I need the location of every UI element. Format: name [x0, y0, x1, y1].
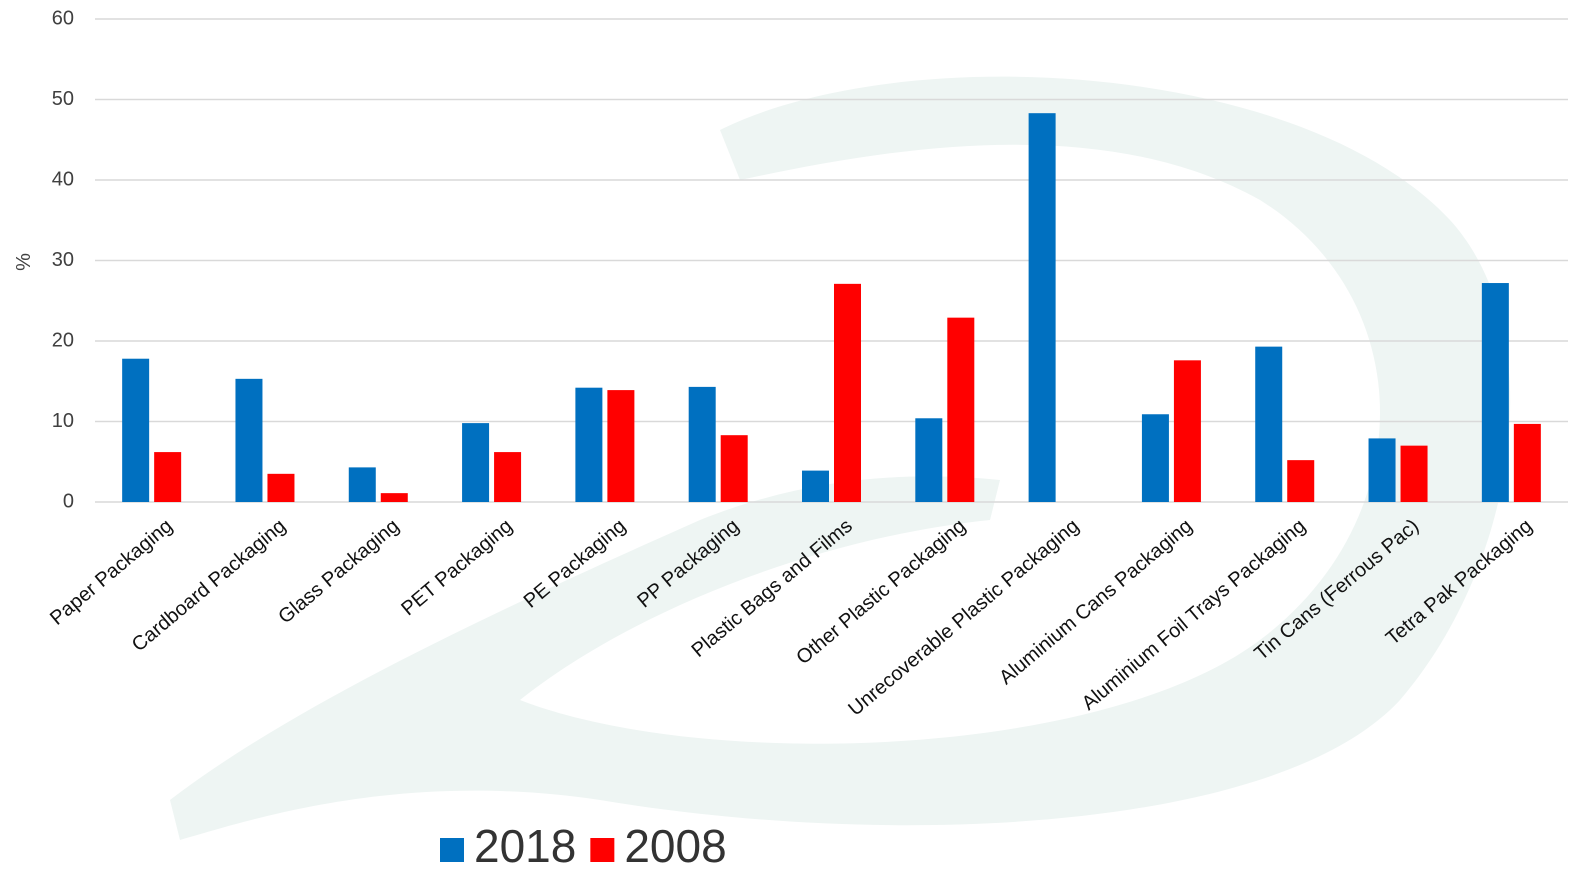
bar: [1173, 360, 1201, 502]
bar: [720, 435, 748, 502]
bar: [1368, 438, 1396, 502]
bar: [1400, 445, 1428, 502]
y-tick-label: 0: [63, 490, 74, 512]
y-axis-label: %: [13, 253, 35, 271]
bar: [380, 493, 408, 502]
bar: [348, 467, 376, 502]
bar: [1141, 414, 1169, 502]
bar: [688, 386, 716, 502]
bar: [802, 470, 829, 502]
y-tick-label: 20: [52, 329, 74, 351]
y-tick-label: 50: [52, 88, 74, 110]
y-tick-label: 60: [52, 7, 74, 29]
y-tick-label: 30: [52, 249, 74, 271]
bar: [575, 387, 603, 502]
bar: [267, 473, 295, 502]
y-tick-label: 10: [52, 410, 74, 432]
legend-swatch: [440, 838, 464, 862]
legend-label: 2018: [474, 820, 576, 872]
legend-label: 2008: [624, 820, 726, 872]
bar: [462, 423, 490, 502]
bar: [1255, 346, 1283, 502]
x-tick-label: Aluminium Cans Packaging: [995, 515, 1196, 689]
legend-swatch: [590, 838, 615, 862]
bar: [834, 283, 861, 502]
bar: [235, 378, 263, 502]
watermark: [170, 76, 1511, 841]
bar: [947, 317, 975, 502]
bar: [1513, 423, 1541, 502]
bar: [607, 390, 635, 502]
bar: [1287, 460, 1315, 502]
x-tick-label: PET Packaging: [397, 515, 516, 620]
bar: [1028, 113, 1056, 502]
bar: [1481, 283, 1509, 502]
x-tick-label: Paper Packaging: [46, 515, 177, 630]
bar: [122, 358, 150, 502]
bar: [154, 452, 182, 502]
bar: [915, 418, 943, 502]
y-tick-label: 40: [52, 168, 74, 190]
x-tick-label: Glass Packaging: [274, 515, 403, 628]
x-tick-label: Unrecoverable Plastic Packaging: [844, 515, 1083, 721]
bar: [494, 452, 522, 502]
